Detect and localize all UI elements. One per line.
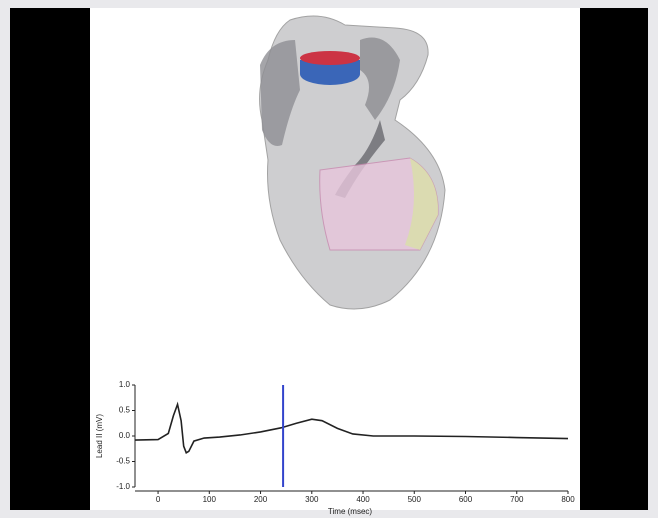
y-axis-label: Lead II (mV) — [95, 414, 104, 458]
x-tick-label: 500 — [408, 495, 422, 504]
valve-top — [300, 51, 360, 65]
x-tick-label: 400 — [356, 495, 370, 504]
heart-model — [259, 15, 446, 310]
ecg-trace — [134, 401, 569, 455]
y-tick-label: 1.0 — [119, 380, 131, 389]
x-tick-label: 700 — [510, 495, 524, 504]
y-tick-label: 0.0 — [119, 431, 131, 440]
x-tick-label: 800 — [561, 495, 575, 504]
y-tick-label: -1.0 — [116, 482, 130, 491]
x-tick-label: 300 — [305, 495, 319, 504]
mesh-region — [405, 158, 439, 250]
x-tick-label: 200 — [254, 495, 268, 504]
x-tick-label: 600 — [459, 495, 473, 504]
heart-vessel — [260, 40, 300, 146]
x-tick-label: 0 — [156, 495, 161, 504]
x-tick-label: 100 — [203, 495, 217, 504]
x-axis-label: Time (msec) — [328, 507, 372, 516]
y-tick-label: -0.5 — [116, 457, 130, 466]
heart-vessel — [360, 37, 400, 120]
y-tick-label: 0.5 — [119, 406, 131, 415]
